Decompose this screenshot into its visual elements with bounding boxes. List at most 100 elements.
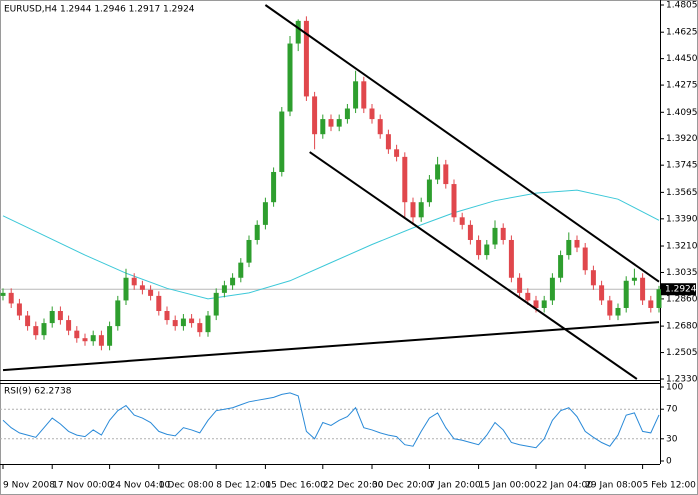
y-tick-label: 1.2680 (666, 322, 698, 332)
y-tick-label: 1.3920 (666, 134, 698, 144)
candle-body (320, 119, 326, 135)
candle-body (246, 239, 252, 263)
y-tick-label: 1.4275 (666, 81, 698, 91)
candle-body (533, 300, 539, 308)
candle-body (139, 285, 145, 290)
candle-body (123, 277, 129, 301)
x-tick-label: 1 Dec 08:00 (159, 481, 214, 491)
candle-body (607, 300, 613, 316)
candle-body (221, 285, 227, 293)
candle-body (16, 303, 22, 316)
candle-body (574, 239, 580, 248)
y-tick-label: 1.3390 (666, 214, 698, 224)
y-tick-label: 0 (666, 457, 672, 467)
candle-body (271, 171, 277, 203)
candle-body (377, 119, 383, 135)
candle-body (295, 20, 301, 44)
candle-body (0, 292, 6, 296)
candle-body (648, 300, 654, 308)
candle-body (254, 224, 260, 240)
candle-body (336, 119, 342, 127)
candle-body (615, 307, 621, 316)
x-tick-label: 9 Nov 2008 (3, 481, 55, 491)
candle-body (312, 96, 318, 135)
candle-body (492, 227, 498, 245)
candle-body (131, 277, 137, 286)
candle-body (418, 202, 424, 218)
candle-body (90, 335, 96, 342)
y-tick-label: 1.3745 (666, 161, 698, 171)
candle-body (525, 292, 531, 301)
x-tick-label: 15 Dec 16:00 (265, 481, 326, 491)
x-tick-label: 15 Jan 00:00 (479, 481, 536, 491)
y-tick-label: 1.3210 (666, 242, 698, 252)
candle-body (435, 164, 441, 180)
y-tick-label: 1.4805 (666, 1, 698, 11)
trend-line (2, 321, 660, 372)
candle-body (25, 315, 31, 327)
candle-body (517, 277, 523, 293)
y-tick-label: 30 (666, 434, 678, 444)
price-box (661, 283, 696, 296)
candle-body (558, 255, 564, 278)
candle-body (189, 318, 195, 324)
candle-body (107, 326, 113, 346)
y-tick-label: 1.2330 (666, 375, 698, 385)
trend-line (264, 4, 660, 283)
candle-body (484, 244, 490, 256)
candle-body (541, 300, 547, 308)
moving-average (2, 189, 660, 300)
x-tick-label: 22 Dec 20:00 (323, 481, 384, 491)
candle-body (410, 202, 416, 218)
y-tick-label: 1.2505 (666, 348, 698, 358)
y-tick-label: 1.3565 (666, 188, 698, 198)
candle-body (476, 239, 482, 256)
y-tick-label: 1.4095 (666, 108, 698, 118)
x-tick-label: 8 Dec 12:00 (216, 481, 271, 491)
y-tick-label: 1.2860 (666, 294, 698, 304)
x-tick-label: 30 Dec 20:00 (372, 481, 433, 491)
candle-body (164, 311, 170, 321)
candle-body (500, 227, 506, 240)
candle-body (303, 20, 309, 97)
candle-body (344, 108, 350, 120)
candle-body (426, 179, 432, 203)
candle-body (623, 280, 629, 308)
candle-body (451, 184, 457, 218)
y-tick-label: 100 (666, 383, 683, 393)
candle-body (279, 111, 285, 172)
candle-body (459, 217, 465, 225)
x-tick-label: 17 Nov 00:00 (52, 481, 113, 491)
candle-body (82, 338, 88, 342)
candle-body (115, 300, 121, 327)
x-tick-label: 22 Jan 04:00 (536, 481, 593, 491)
candle-body (353, 81, 359, 109)
candle-body (656, 289, 662, 308)
x-tick-label: 29 Jan 08:00 (585, 481, 642, 491)
x-tick-label: 7 Jan 20:00 (429, 481, 481, 491)
candle-body (402, 156, 408, 203)
candle-body (369, 108, 375, 120)
candle-body (582, 247, 588, 271)
y-tick-label: 70 (666, 405, 678, 415)
candle-body (230, 277, 236, 286)
candle-body (172, 320, 178, 327)
candle-body (41, 323, 47, 336)
candle-body (74, 330, 80, 339)
candle-body (238, 262, 244, 278)
candle-body (590, 270, 596, 286)
candle-body (508, 239, 514, 278)
candle-body (213, 292, 219, 316)
candle-body (640, 277, 646, 301)
x-tick-label: 5 Feb 12:00 (643, 481, 697, 491)
y-tick-label: 1.3035 (666, 268, 698, 278)
candle-body (98, 335, 104, 346)
candle-body (8, 292, 14, 304)
candle-body (287, 43, 293, 112)
candle-body (180, 318, 186, 327)
rsi-line (2, 392, 660, 449)
candle-body (148, 289, 154, 296)
candle-body (549, 277, 555, 301)
